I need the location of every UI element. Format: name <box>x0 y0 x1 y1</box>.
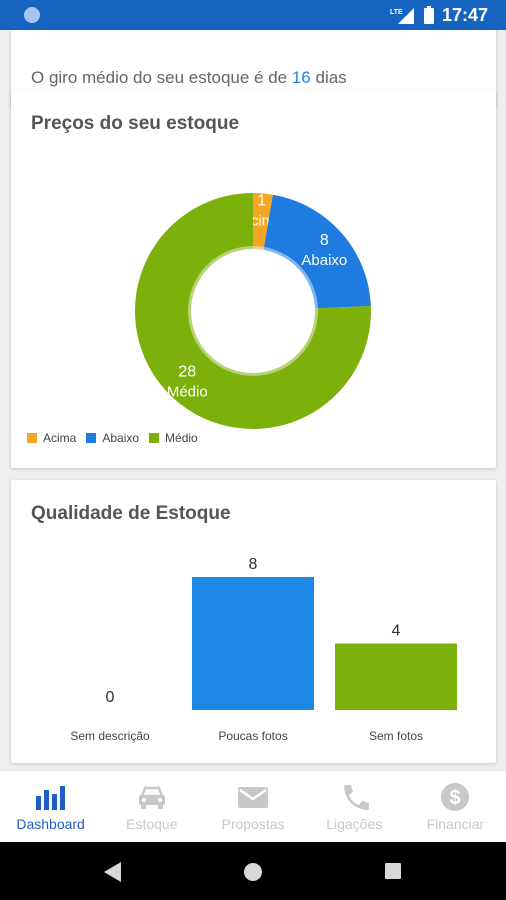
nav-propostas[interactable]: Propostas <box>202 771 303 842</box>
nav-label: Propostas <box>221 816 285 832</box>
nav-label: Estoque <box>126 816 178 832</box>
bottom-navigation: Dashboard Estoque Propostas Ligações $ F… <box>0 770 506 842</box>
legend-swatch <box>27 433 37 443</box>
car-icon <box>138 786 165 809</box>
legend-label: Médio <box>165 431 198 445</box>
donut-value-label: 1 <box>257 192 266 209</box>
bar-value-label: 4 <box>392 623 401 640</box>
quality-bar-chart: 0 Sem descrição 8 Poucas fotos 4 Sem fotos <box>70 556 457 743</box>
battery-icon <box>423 6 434 24</box>
legend-label: Acima <box>43 431 77 445</box>
bar-1[interactable] <box>192 577 314 710</box>
legend-item-abaixo[interactable]: Abaixo <box>86 431 139 445</box>
bar-category-label: Poucas fotos <box>218 729 287 743</box>
turnover-days: 16 <box>291 68 311 87</box>
nav-label: Financiar <box>426 816 485 832</box>
donut-category-label: Médio <box>167 384 208 401</box>
phone-icon <box>344 785 370 810</box>
bar-category-label: Sem fotos <box>369 729 423 743</box>
svg-text:$: $ <box>450 787 461 809</box>
bar-value-label: 0 <box>106 689 115 706</box>
prices-card: Preços do seu estoque 1 Acima 8 Abaixo 28 Méd… <box>11 90 496 468</box>
system-navigation-bar <box>0 842 506 900</box>
donut-inner-ring <box>188 246 318 376</box>
lte-signal-icon: LTE <box>390 8 414 24</box>
prices-card-title: Preços do seu estoque <box>31 113 240 134</box>
legend-item-médio[interactable]: Médio <box>149 431 198 445</box>
donut-slice-acima[interactable] <box>253 193 273 250</box>
legend-swatch <box>86 433 97 443</box>
donut-value-label: 8 <box>320 232 329 249</box>
notification-icon <box>24 7 40 23</box>
svg-text:LTE: LTE <box>390 9 403 16</box>
bar-chart-icon <box>35 786 65 810</box>
legend-item-acima[interactable]: Acima <box>27 431 76 445</box>
bar-2[interactable] <box>335 643 457 711</box>
legend-swatch <box>149 433 160 443</box>
home-icon[interactable] <box>243 862 263 882</box>
clock: 17:47 <box>441 4 488 25</box>
nav-label: Ligações <box>326 816 383 832</box>
status-bar: LTE 17:47 <box>0 0 506 30</box>
turnover-text: O giro médio do seu estoque é de 16 dias <box>31 68 347 87</box>
nav-financiar[interactable]: $ Financiar <box>405 771 506 842</box>
legend-label: Abaixo <box>102 431 140 445</box>
prices-legend: Acima Abaixo Médio <box>27 431 198 445</box>
bar-category-label: Sem descrição <box>70 729 150 743</box>
dashboard-content[interactable]: O giro médio do seu estoque é de 16 dias… <box>0 30 506 770</box>
nav-dashboard[interactable]: Dashboard <box>0 771 101 842</box>
donut-value-label: 28 <box>178 364 196 381</box>
bar-value-label: 8 <box>249 556 258 573</box>
donut-slice-abaixo[interactable] <box>263 194 371 309</box>
back-icon[interactable] <box>104 862 122 882</box>
mail-icon <box>238 787 268 808</box>
donut-slice-médio[interactable] <box>134 193 371 429</box>
quality-card-title: Qualidade de Estoque <box>31 503 231 524</box>
recents-icon[interactable] <box>384 862 402 880</box>
dollar-icon: $ <box>441 783 470 811</box>
donut-category-label: Abaixo <box>301 252 347 269</box>
quality-card: Qualidade de Estoque 0 Sem descrição 8 Pouc… <box>11 480 496 763</box>
nav-ligacoes[interactable]: Ligações <box>304 771 405 842</box>
nav-estoque[interactable]: Estoque <box>101 771 202 842</box>
nav-label: Dashboard <box>16 816 85 832</box>
